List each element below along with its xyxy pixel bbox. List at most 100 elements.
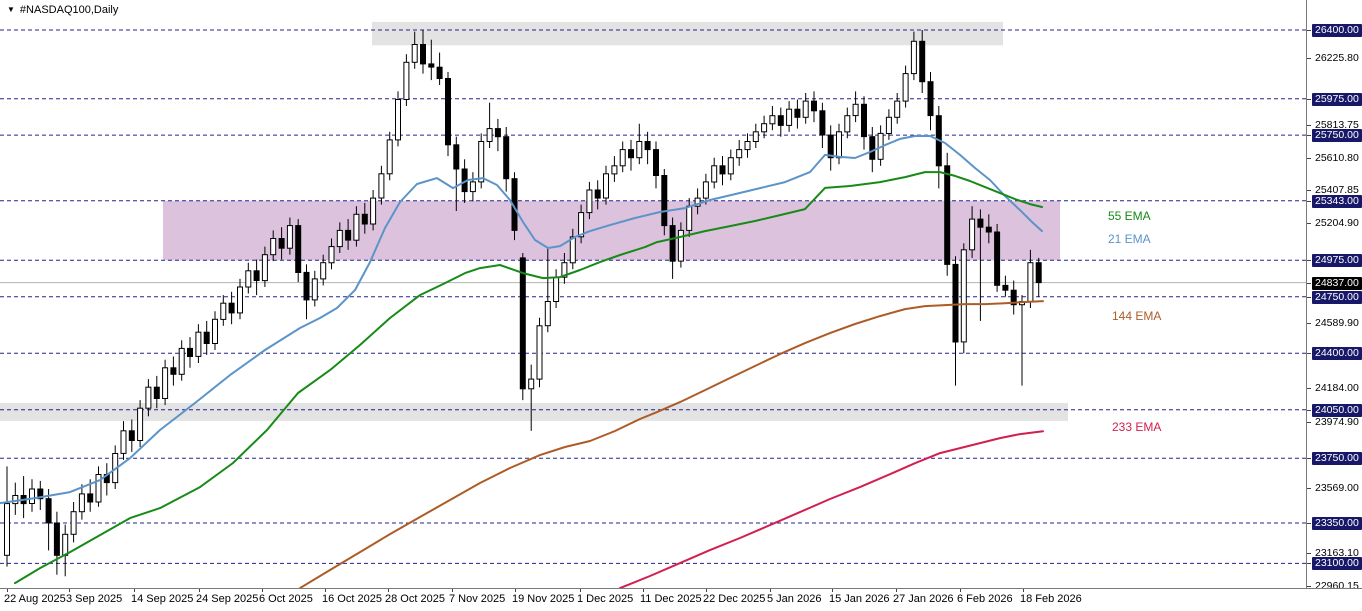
candle-body [702, 181, 709, 199]
price-axis-tick [1307, 283, 1311, 284]
price-axis-tick [1307, 523, 1311, 524]
time-axis-tick [832, 589, 833, 592]
price-axis-tick [1307, 422, 1311, 423]
candle-body [619, 149, 626, 167]
candle-body [503, 136, 510, 180]
ema-21-label: 21 EMA [1108, 232, 1151, 246]
date-label: 14 Sep 2025 [131, 593, 194, 605]
candle-body [120, 430, 127, 454]
candle-body [436, 66, 443, 79]
ema-line-21 [0, 135, 1043, 505]
symbol-text: #NASDAQ100,Daily [19, 4, 119, 16]
price-axis[interactable]: 26225.80 25813.75 25610.80 25407.85 25204.90… [1306, 0, 1362, 592]
candle-body [902, 73, 909, 102]
candle-body [395, 99, 401, 141]
price-level-label: 23100.00 [1312, 557, 1362, 570]
support-zone-bottom [0, 403, 1068, 421]
candle-body [445, 78, 451, 146]
candle-body [494, 128, 501, 138]
candle-body [245, 270, 252, 288]
candle-body [586, 189, 593, 214]
candle-body [428, 63, 435, 68]
candle-body [694, 197, 701, 207]
candle-body [270, 238, 277, 256]
price-axis-tick [1307, 410, 1311, 411]
time-axis-tick [388, 589, 389, 592]
candlestick-chart[interactable] [0, 0, 1306, 588]
supply-zone-mid [163, 200, 1060, 261]
date-label: 18 Feb 2026 [1020, 593, 1082, 605]
time-axis-tick [199, 589, 200, 592]
candle-body [661, 175, 668, 227]
chevron-down-icon: ▼ [7, 5, 15, 14]
price-scale-label: 23569.00 [1315, 482, 1359, 494]
candle-body [353, 213, 360, 241]
price-axis-tick [1307, 135, 1311, 136]
candle-body [469, 181, 476, 193]
candle-body [361, 213, 368, 225]
candle-body [220, 302, 227, 320]
price-axis-tick [1307, 201, 1311, 202]
date-label: 24 Sep 2025 [196, 593, 259, 605]
price-axis-tick [1307, 388, 1311, 389]
candle-body [636, 141, 643, 159]
symbol-label[interactable]: ▼ #NASDAQ100,Daily [7, 4, 118, 16]
candle-body [686, 205, 693, 231]
price-level-label: 25343.00 [1312, 195, 1362, 208]
candle-body [827, 134, 834, 159]
candle-body [528, 378, 535, 390]
price-scale-label: 25610.80 [1315, 152, 1359, 164]
candle-body [237, 286, 243, 314]
ema-55-label: 55 EMA [1108, 209, 1151, 223]
candle-body [29, 488, 35, 504]
candle-body [37, 488, 44, 500]
candle-body [295, 225, 302, 274]
candle-body [569, 236, 576, 264]
candle-body [644, 141, 651, 151]
date-label: 22 Aug 2025 [4, 593, 66, 605]
time-axis-tick [896, 589, 897, 592]
candle-body [45, 498, 52, 524]
candle-body [885, 116, 892, 135]
candle-body [561, 262, 568, 278]
candle-body [162, 367, 169, 399]
date-label: 5 Jan 2026 [767, 593, 822, 605]
candle-body [894, 100, 901, 118]
price-level-label: 24400.00 [1312, 347, 1362, 360]
candle-body [403, 61, 410, 100]
candle-body [1027, 262, 1034, 303]
candle-body [777, 115, 784, 126]
candle-body [128, 430, 135, 441]
time-axis-tick [960, 589, 961, 592]
date-label: 19 Nov 2025 [512, 593, 575, 605]
current-price-label: 24837.00 [1312, 277, 1362, 290]
ema-line-55 [14, 171, 1043, 585]
candle-body [960, 249, 967, 343]
price-axis-tick [1307, 563, 1311, 564]
date-label: 6 Oct 2025 [259, 593, 313, 605]
candle-body [844, 115, 851, 133]
time-axis-tick [325, 589, 326, 592]
date-label: 16 Oct 2025 [322, 593, 382, 605]
candle-body [303, 271, 310, 301]
candle-body [411, 44, 418, 63]
price-scale-label: 25813.75 [1315, 119, 1359, 131]
time-axis[interactable]: 22 Aug 2025 3 Sep 2025 14 Sep 2025 24 Sep 2… [0, 588, 1362, 611]
candle-body [153, 386, 160, 400]
candle-body [228, 302, 235, 314]
candle-body [328, 246, 335, 264]
candle-body [78, 493, 85, 513]
time-axis-tick [452, 589, 453, 592]
candle-body [910, 40, 917, 75]
candle-body [95, 474, 102, 503]
chart-plot-area[interactable]: ▼ #NASDAQ100,Daily 21 EMA 55 EMA 144 EMA… [0, 0, 1306, 588]
candle-body [336, 229, 343, 248]
candle-body [919, 40, 926, 83]
candle-body [212, 318, 218, 344]
time-axis-tick [770, 589, 771, 592]
candle-body [420, 44, 426, 65]
price-axis-tick [1307, 458, 1311, 459]
candle-body [544, 301, 551, 327]
candle-body [386, 139, 393, 175]
time-axis-tick [580, 589, 581, 592]
